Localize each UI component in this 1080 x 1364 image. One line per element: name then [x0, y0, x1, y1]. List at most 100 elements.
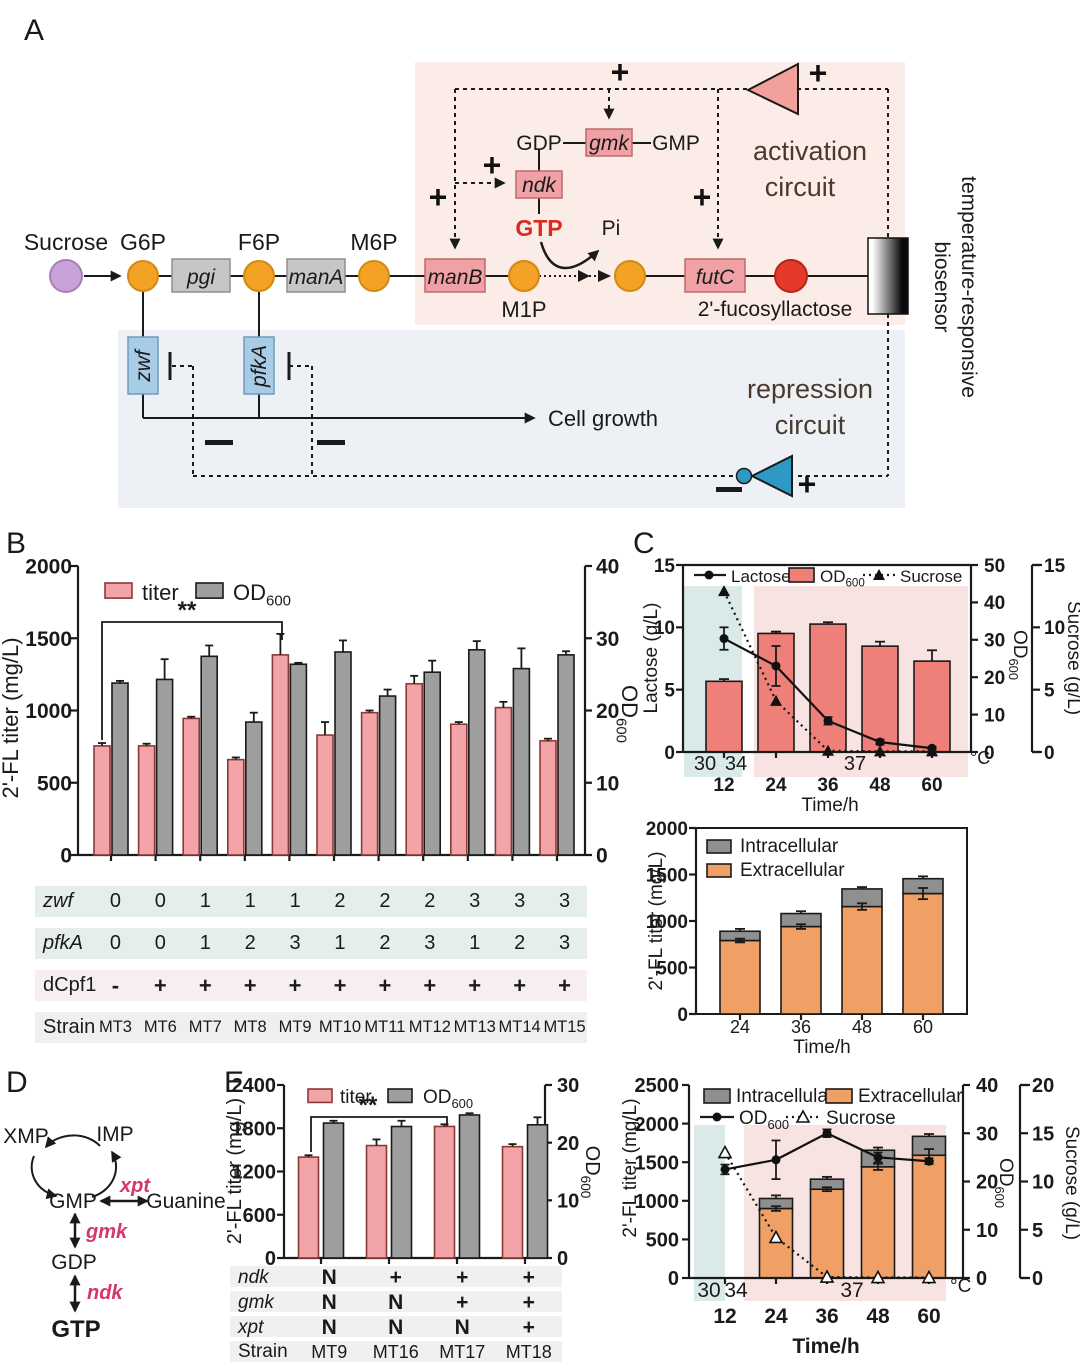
tick-label: 600: [243, 1205, 276, 1227]
row-label: Strain: [43, 1016, 96, 1038]
metabolite-gtp: GTP: [515, 215, 562, 241]
table-cell: N: [321, 1316, 337, 1339]
bar: [705, 680, 743, 753]
table-cell: MT6: [143, 1018, 177, 1036]
panel-label-b: B: [6, 527, 26, 560]
legend-swatch: [706, 863, 732, 878]
plus-icon: +: [693, 179, 712, 215]
minus-sign: [317, 440, 345, 445]
tspan: OD: [233, 580, 266, 605]
tick-label: 10: [596, 772, 619, 795]
panel-label-a: A: [24, 14, 44, 47]
x-tick-label: 48: [866, 1305, 890, 1328]
legend-swatch: [104, 582, 133, 599]
gene-box-gmk: [585, 128, 633, 157]
bar: [271, 654, 290, 856]
temperature-label: 30: [694, 753, 716, 775]
chart-F: 0 500 1000 1500 2000 2500 0 10 20 30 40 0 5 10 15 20 Int…: [620, 1075, 1080, 1358]
x-tick-label: 12: [713, 1305, 736, 1328]
arc-imp-to-xmp: [44, 1134, 101, 1149]
bar: [378, 695, 397, 856]
plus-icon: +: [809, 55, 828, 91]
table-cell: +: [522, 1266, 535, 1289]
tick-label: 10: [976, 1220, 998, 1242]
marker-circle: [712, 1112, 722, 1122]
repression-wires: [172, 365, 888, 477]
table-cell: 3: [558, 890, 571, 912]
y-axis-label: 2'-FL titer (mg/L): [224, 1098, 246, 1244]
tspan: biosensor: [930, 241, 953, 332]
table-row-zwf: zwf 0 0 1 1 1 2 2 2 3 3 3: [35, 886, 587, 917]
tick-label: 10: [1032, 1172, 1054, 1194]
gene-box-manA: [286, 258, 346, 293]
table-cell: 1: [244, 890, 256, 912]
table-cell: +: [333, 972, 347, 998]
row-label: gmk: [238, 1292, 274, 1313]
marker-triangle-open: [795, 1109, 811, 1123]
bar: [719, 939, 761, 1015]
bar: [390, 1125, 413, 1259]
label-sucrose: Sucrose: [24, 229, 108, 255]
arrowhead-icon: [578, 270, 590, 282]
tick-label: 10: [984, 705, 1005, 726]
tick-label: 50: [984, 556, 1005, 577]
chart-B: 0 500 1000 1500 2000 0 10 20 30 40 2'-FL titer (mg…: [0, 556, 642, 868]
tick-label: 1500: [25, 628, 72, 651]
table-row-ndk: ndk N + + +: [230, 1266, 562, 1289]
gene-futC: futC: [696, 266, 735, 289]
bar: [365, 1144, 388, 1259]
legend-label: Extracellular: [740, 860, 845, 881]
significance-stars: **: [359, 1092, 378, 1119]
tick-label: 0: [1032, 1268, 1043, 1290]
cycle-arcs: [30, 1134, 122, 1200]
tick-label: 15: [654, 556, 676, 577]
arc-xmp-to-gmp: [30, 1155, 58, 1200]
bar: [297, 1156, 320, 1259]
tick-label: 500: [646, 1230, 679, 1252]
bar: [809, 623, 847, 753]
plus-signs: + + + + + +: [429, 54, 828, 502]
label-f6p: F6P: [238, 229, 280, 255]
tick-label: 500: [656, 958, 688, 979]
table-cell: +: [389, 1266, 402, 1289]
gene-manB: manB: [428, 266, 483, 289]
table-cell: MT9: [311, 1341, 348, 1362]
table-cell: +: [468, 972, 482, 998]
marker-triangle-open: [768, 1229, 784, 1244]
row-label: dCpf1: [43, 974, 97, 996]
tspan: 600: [1006, 658, 1021, 680]
table-cell: MT18: [505, 1341, 552, 1362]
legend-swatch: [706, 839, 732, 854]
tspan: 600: [452, 1096, 474, 1111]
gene-manA: manA: [289, 266, 344, 289]
activation-circuit-box: [415, 62, 905, 325]
tspan: OD: [581, 1146, 603, 1176]
node-2fl: [774, 259, 808, 293]
tick-label: 40: [984, 593, 1005, 614]
tick-label: 5: [1032, 1220, 1043, 1242]
tick-label: 0: [596, 845, 608, 868]
panel-label-e: E: [224, 1066, 244, 1099]
table-row-Strain: Strain MT9 MT16 MT17 MT18: [230, 1341, 562, 1362]
tspan: OD: [1009, 630, 1030, 659]
bar: [526, 1123, 549, 1259]
x-tick-label: 60: [917, 1305, 940, 1328]
circuit-labels: activation circuit repression circuit: [747, 136, 873, 440]
temperature-label: 37: [840, 1279, 863, 1302]
tick-label: 2400: [232, 1075, 277, 1097]
bar: [334, 651, 352, 856]
repression-triangle-icon: [749, 454, 793, 498]
bar: [322, 1122, 345, 1259]
bar: [458, 1114, 481, 1259]
table-cell: 3: [424, 932, 436, 954]
tick-label: 30: [976, 1123, 998, 1145]
legend-label: OD600: [820, 567, 865, 589]
minus-sign: [205, 440, 233, 445]
gene-pgi: pgi: [186, 266, 216, 289]
label-xmp: XMP: [3, 1125, 49, 1148]
tick-label: 1000: [646, 912, 688, 933]
tick-label: 2000: [25, 556, 72, 579]
table-cell: N: [388, 1291, 404, 1314]
tick-label: 20: [984, 668, 1005, 689]
